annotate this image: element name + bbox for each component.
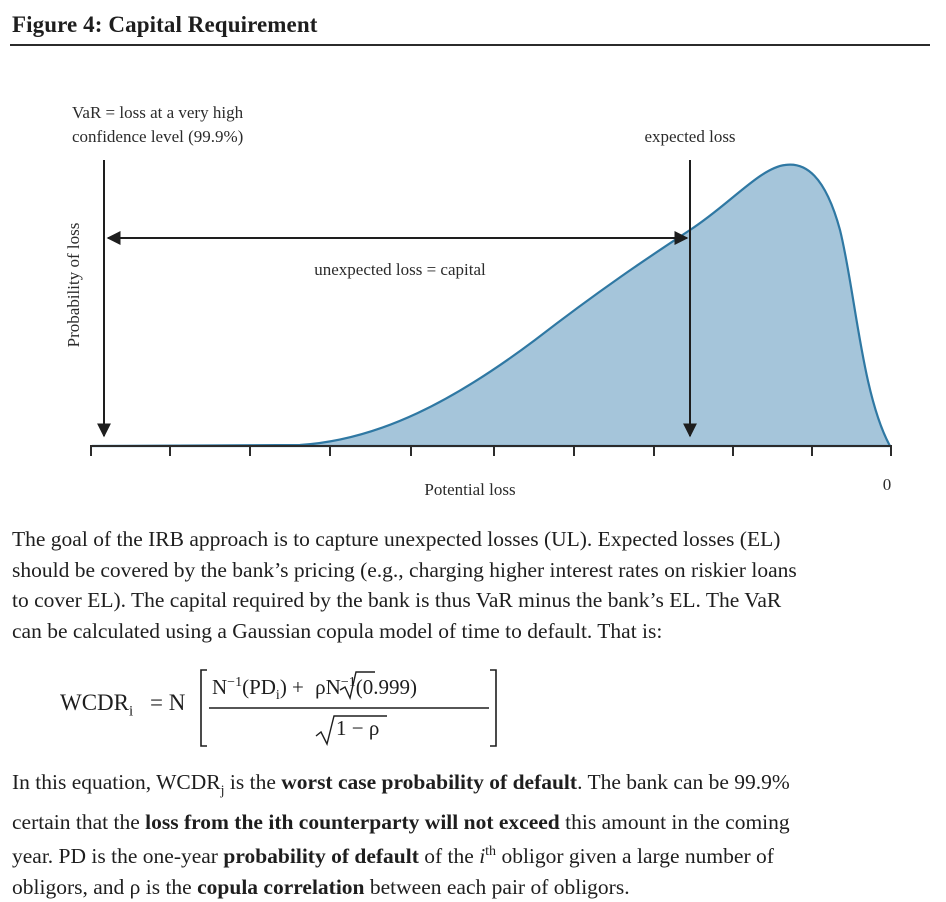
y-axis-label: Probability of loss bbox=[64, 223, 83, 348]
right-bracket bbox=[490, 669, 497, 747]
title-rule bbox=[10, 44, 930, 46]
sqrt-denominator-radical bbox=[315, 715, 387, 747]
unexpected-loss-label: unexpected loss = capital bbox=[314, 260, 486, 279]
x-axis-ticks bbox=[90, 446, 892, 456]
formula-denominator: 1 − ρ bbox=[336, 716, 380, 740]
para1-line1: The goal of the IRB approach is to captu… bbox=[12, 527, 781, 551]
para1-line2: should be covered by the bank’s pricing … bbox=[12, 557, 797, 582]
capital-requirement-chart: VaR = loss at a very high confidence lev… bbox=[64, 103, 892, 499]
left-bracket bbox=[200, 669, 207, 747]
para2-line3: year. PD is the one-year probability of … bbox=[12, 844, 774, 869]
para1-line4: can be calculated using a Gaussian copul… bbox=[12, 618, 663, 643]
para2-line4: obligors, and ρ is the copula correlatio… bbox=[12, 874, 630, 899]
formula-lhs: WCDRi bbox=[60, 690, 134, 720]
paragraph-equation-explanation: In this equation, WCDRj is the worst cas… bbox=[12, 767, 927, 902]
formula-brackets-and-rules bbox=[200, 669, 497, 747]
para2-line2: certain that the loss from the ith count… bbox=[12, 809, 790, 834]
paragraph-irb-approach: The goal of the IRB approach is to captu… bbox=[12, 524, 927, 646]
expected-loss-label: expected loss bbox=[644, 127, 735, 146]
figure-title: Figure 4: Capital Requirement bbox=[12, 12, 318, 37]
x-axis-label: Potential loss bbox=[424, 480, 515, 499]
formula-equals-n: = N bbox=[150, 690, 186, 715]
sqrt-rho-radical bbox=[339, 671, 375, 701]
loss-distribution-area bbox=[91, 163, 892, 448]
var-label-line-2: confidence level (99.9%) bbox=[72, 127, 243, 146]
formula-numerator: N−1(PDi) + ρN−1(0.999) bbox=[212, 675, 417, 704]
para1-line3: to cover EL). The capital required by th… bbox=[12, 588, 782, 612]
var-label-line-1: VaR = loss at a very high bbox=[72, 103, 244, 122]
x-end-tick-label: 0 bbox=[883, 475, 892, 494]
para2-line1: In this equation, WCDRj is the worst cas… bbox=[12, 770, 790, 799]
